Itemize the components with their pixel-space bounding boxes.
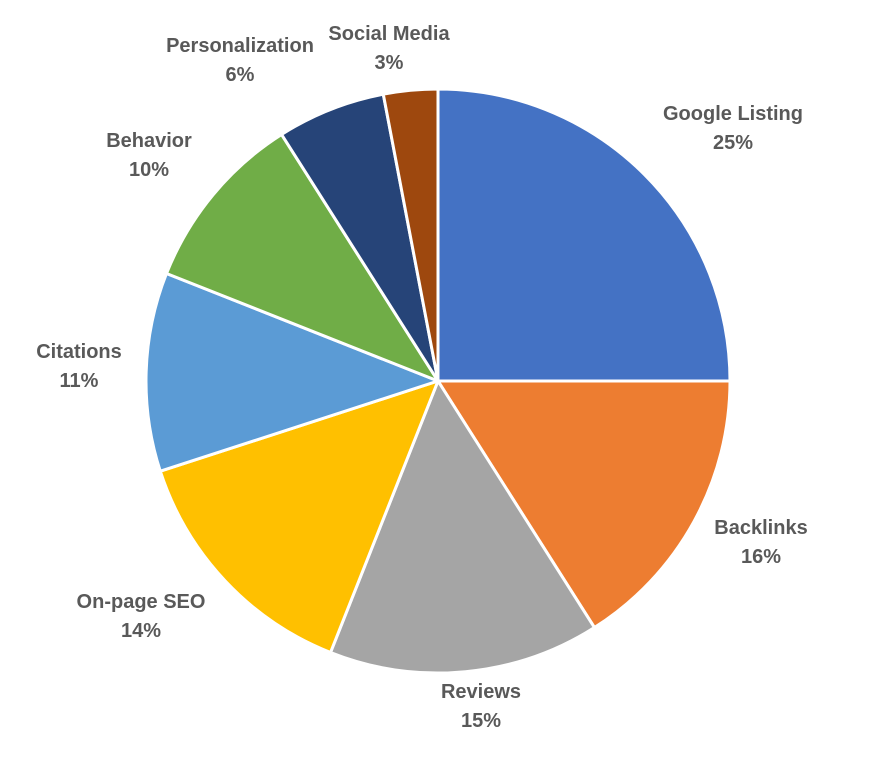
pie-slices (144, 87, 732, 675)
data-label-social-media: Social Media 3% (328, 23, 450, 74)
data-label-citations: Citations 11% (36, 341, 122, 392)
slice-label-percent: 11% (60, 370, 99, 392)
data-label-behavior: Behavior 10% (106, 130, 192, 181)
data-label-personalization: Personalization 6% (166, 35, 314, 86)
slice-label-name: Citations (36, 341, 122, 363)
slice-label-name: On-page SEO (77, 591, 206, 613)
pie-slice-citations (144, 272, 440, 473)
slice-label-percent: 10% (129, 159, 169, 181)
data-label-on-page-seo: On-page SEO 14% (77, 591, 206, 642)
pie-slice-google-listing (436, 87, 732, 383)
slice-label-percent: 3% (375, 52, 404, 74)
pie-labels: Google Listing 25% Backlinks 16% Reviews 15% O… (36, 23, 807, 732)
slice-label-percent: 16% (741, 546, 781, 568)
slice-label-name: Behavior (106, 130, 192, 152)
pie-slice-reviews (329, 379, 596, 675)
slice-label-name: Backlinks (714, 517, 807, 539)
pie-slice-behavior (165, 132, 440, 383)
slice-label-name: Reviews (441, 681, 521, 703)
data-label-backlinks: Backlinks 16% (714, 517, 807, 568)
data-label-reviews: Reviews 15% (441, 681, 521, 732)
slice-label-percent: 15% (461, 710, 501, 732)
pie-slice-social-media (381, 87, 440, 383)
slice-label-name: Social Media (328, 23, 450, 45)
slice-label-name: Personalization (166, 35, 314, 57)
slice-label-percent: 25% (713, 132, 753, 154)
slice-label-percent: 6% (226, 64, 255, 86)
data-label-google-listing: Google Listing 25% (663, 103, 803, 154)
slice-label-percent: 14% (121, 620, 161, 642)
pie-slice-backlinks (436, 379, 732, 630)
slice-label-name: Google Listing (663, 103, 803, 125)
